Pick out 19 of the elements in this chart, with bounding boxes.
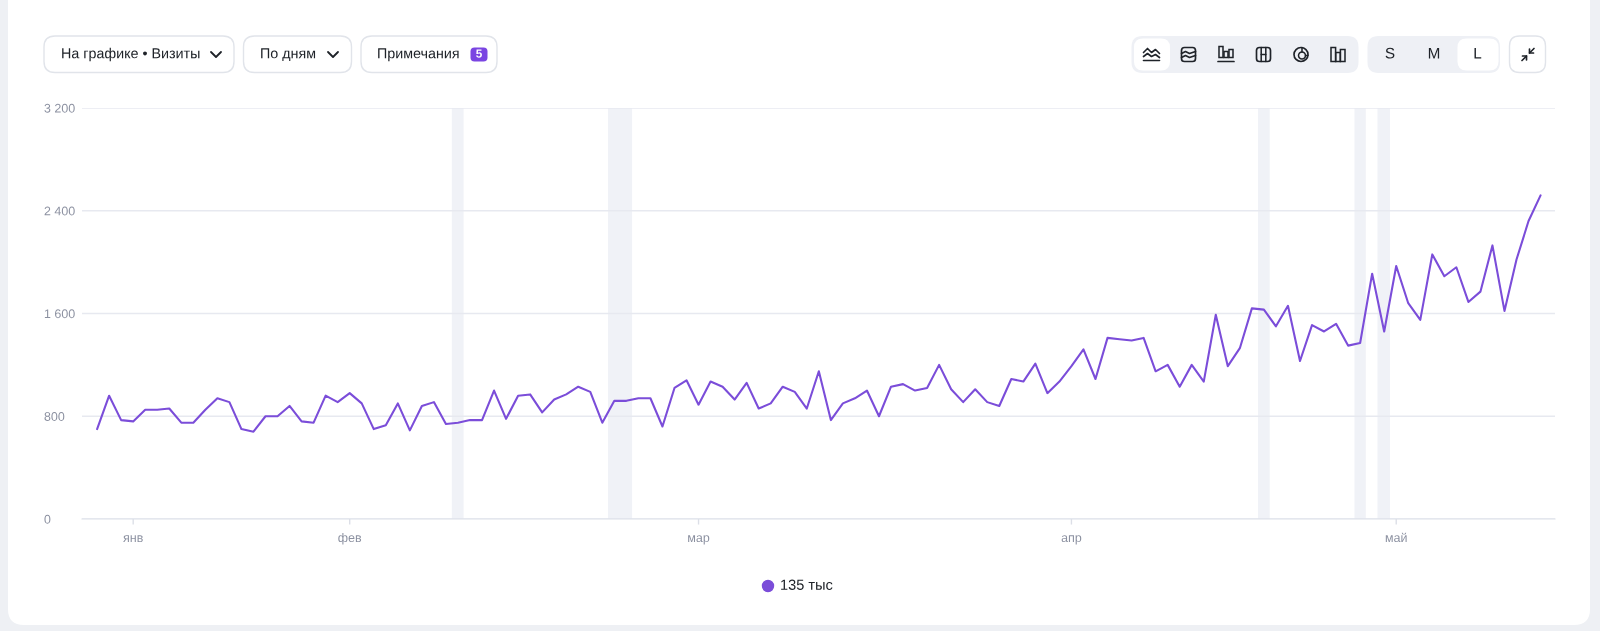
text: 5: [476, 49, 482, 58]
x-tick-label: апр: [1061, 535, 1082, 545]
text: M: [1428, 47, 1440, 59]
x-tick-label: фев: [338, 532, 362, 545]
text: По дням: [261, 48, 316, 62]
y-tick-label: 1 600: [44, 309, 75, 319]
x-tick-label: май: [1385, 532, 1407, 543]
y-tick-label: 800: [44, 412, 65, 421]
y-tick-label: 3 200: [44, 103, 75, 113]
x-tick-label: мар: [688, 535, 710, 545]
x-tick-label: янв: [123, 535, 143, 542]
y-tick-label: 0: [44, 514, 51, 524]
text: L: [1474, 47, 1482, 59]
line-series: [96, 194, 1542, 433]
text: На графике • Визиты: [62, 47, 200, 62]
text: 135 тыс: [781, 579, 833, 590]
text: Примечания: [378, 48, 459, 62]
y-tick-label: 2 400: [44, 206, 75, 216]
text: S: [1385, 47, 1395, 59]
